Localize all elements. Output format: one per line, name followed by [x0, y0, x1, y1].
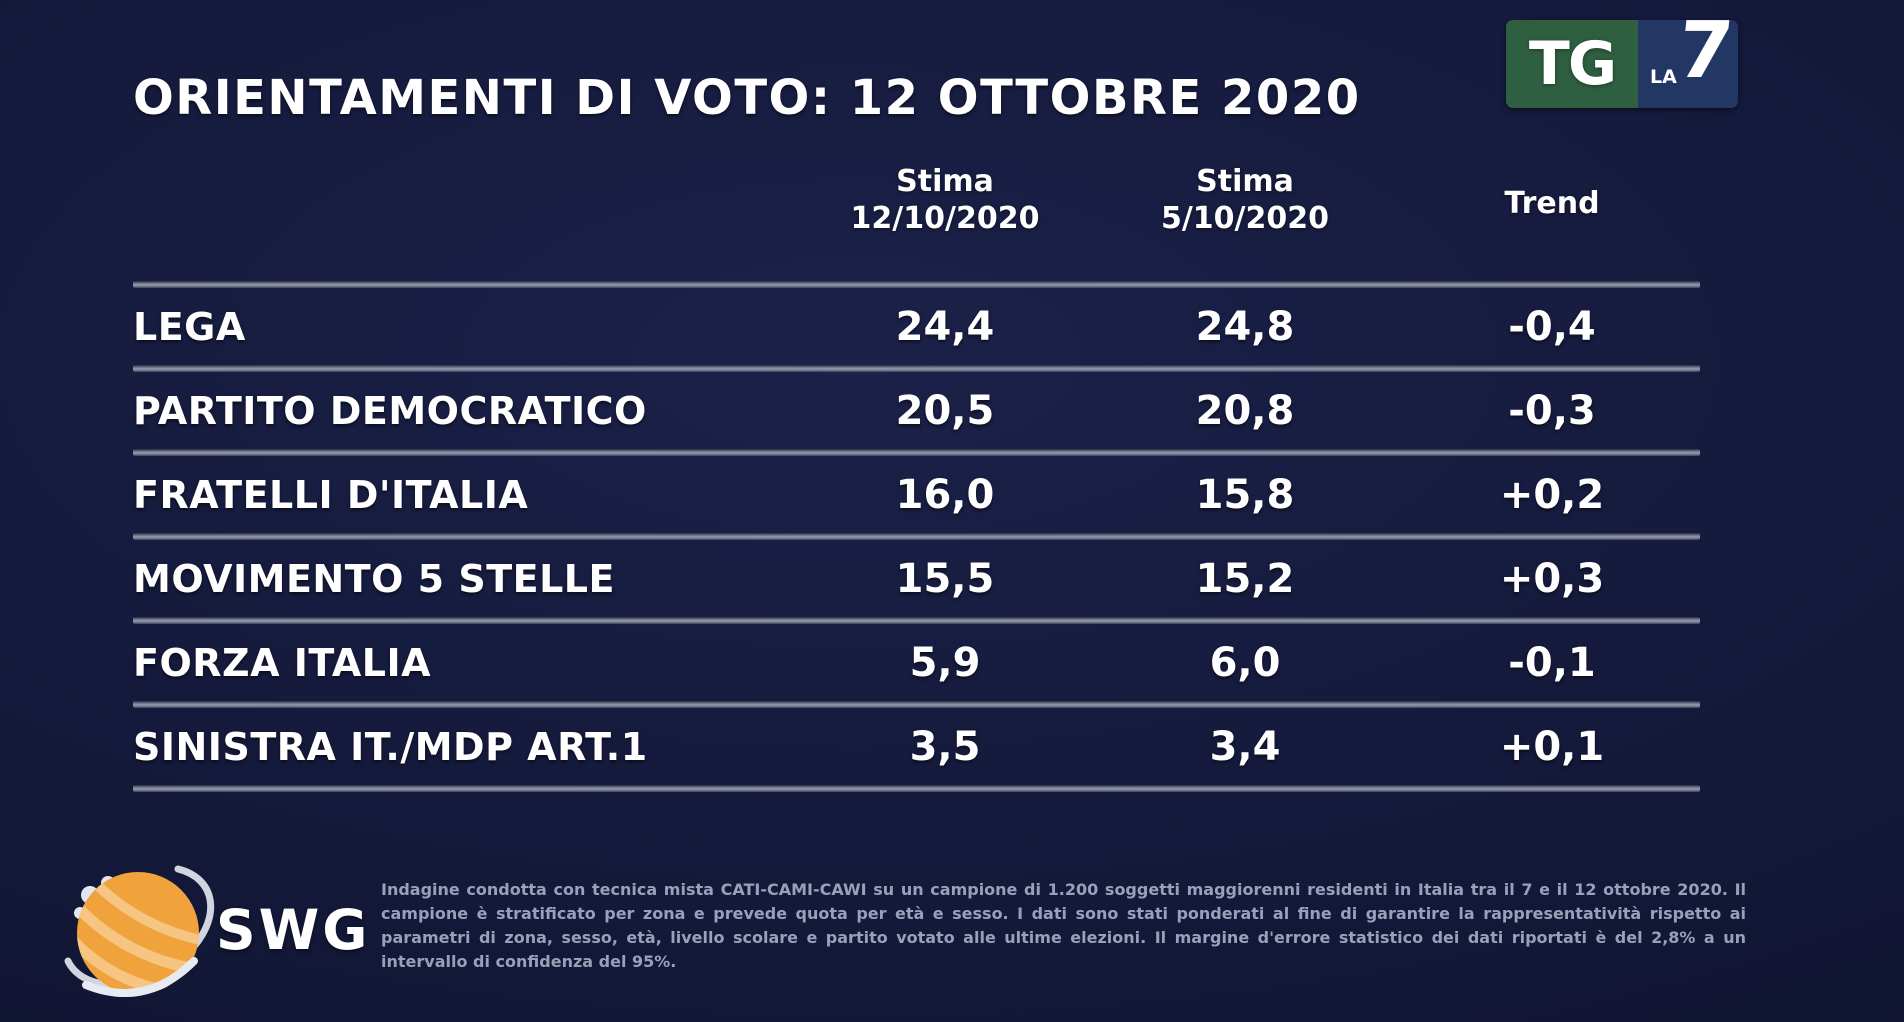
trend-value: -0,3 — [1508, 387, 1596, 434]
table-header: Stima 12/10/2020 Stima 5/10/2020 Trend — [133, 163, 1700, 273]
table-row: LEGA 24,4 24,8 -0,4 — [133, 288, 1700, 365]
row-separator — [133, 533, 1700, 540]
row-separator — [133, 701, 1700, 708]
party-name: SINISTRA IT./MDP ART.1 — [133, 724, 648, 769]
swg-agency-name: SWG — [216, 898, 371, 962]
party-name: FORZA ITALIA — [133, 640, 431, 685]
la7-logo-la-text: LA — [1650, 66, 1677, 88]
header-trend: Trend — [1504, 186, 1600, 221]
methodology-disclaimer: Indagine condotta con tecnica mista CATI… — [381, 880, 1746, 971]
header-stima-date: 12/10/2020 — [850, 201, 1040, 236]
table-row: SINISTRA IT./MDP ART.1 3,5 3,4 +0,1 — [133, 708, 1700, 785]
stima-new-value: 5,9 — [909, 639, 981, 686]
trend-value: +0,3 — [1499, 555, 1605, 602]
party-name: PARTITO DEMOCRATICO — [133, 388, 647, 433]
row-separator — [133, 281, 1700, 288]
trend-value: +0,2 — [1499, 471, 1605, 518]
stima-new-value: 3,5 — [909, 723, 981, 770]
stima-new-value: 20,5 — [895, 387, 995, 434]
trend-value: -0,4 — [1508, 303, 1596, 350]
stima-new-value: 16,0 — [895, 471, 995, 518]
party-name: LEGA — [133, 304, 246, 349]
stima-old-value: 24,8 — [1195, 303, 1295, 350]
swg-globe-icon — [64, 865, 215, 997]
header-stima-label: Stima — [1196, 164, 1294, 199]
tgla7-logo: TG LA 7 — [1506, 20, 1738, 108]
page-title: ORIENTAMENTI DI VOTO: 12 OTTOBRE 2020 — [133, 70, 1361, 126]
tg-logo-text: TG — [1528, 29, 1617, 99]
party-name: MOVIMENTO 5 STELLE — [133, 556, 615, 601]
party-name: FRATELLI D'ITALIA — [133, 472, 529, 517]
header-stima-date: 5/10/2020 — [1160, 201, 1330, 236]
row-separator — [133, 785, 1700, 792]
table-row: MOVIMENTO 5 STELLE 15,5 15,2 +0,3 — [133, 540, 1700, 617]
poll-table: LEGA 24,4 24,8 -0,4 PARTITO DEMOCRATICO … — [133, 281, 1700, 792]
stima-old-value: 15,8 — [1195, 471, 1295, 518]
row-separator — [133, 365, 1700, 372]
row-separator — [133, 449, 1700, 456]
table-row: PARTITO DEMOCRATICO 20,5 20,8 -0,3 — [133, 372, 1700, 449]
stima-new-value: 24,4 — [895, 303, 995, 350]
header-stima-5-10: Stima 5/10/2020 — [1125, 163, 1365, 237]
trend-value: +0,1 — [1499, 723, 1605, 770]
header-stima-12-10: Stima 12/10/2020 — [825, 163, 1065, 237]
stima-new-value: 15,5 — [895, 555, 995, 602]
table-row: FRATELLI D'ITALIA 16,0 15,8 +0,2 — [133, 456, 1700, 533]
header-stima-label: Stima — [896, 164, 994, 199]
trend-value: -0,1 — [1508, 639, 1596, 686]
tg-logo-green-box: TG — [1506, 20, 1638, 108]
la7-logo-blue-box: LA 7 — [1638, 20, 1738, 108]
row-separator — [133, 617, 1700, 624]
stima-old-value: 3,4 — [1209, 723, 1281, 770]
stima-old-value: 20,8 — [1195, 387, 1295, 434]
stima-old-value: 15,2 — [1195, 555, 1295, 602]
la7-logo-seven-text: 7 — [1672, 20, 1737, 96]
stima-old-value: 6,0 — [1209, 639, 1281, 686]
table-row: FORZA ITALIA 5,9 6,0 -0,1 — [133, 624, 1700, 701]
